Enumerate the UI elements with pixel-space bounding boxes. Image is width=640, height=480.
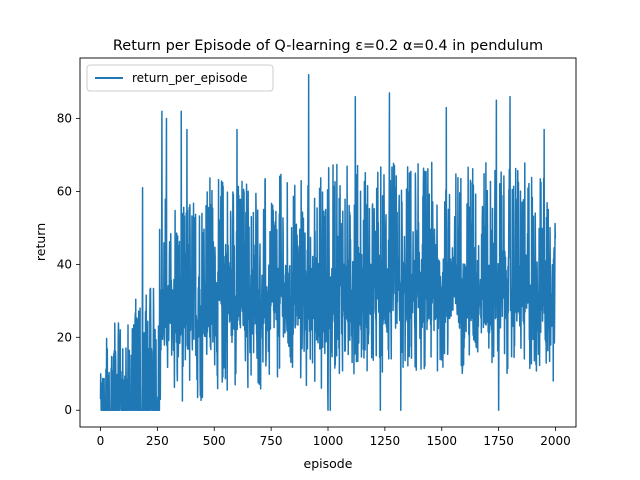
x-tick-label: 1500 bbox=[426, 434, 457, 448]
series-line-return-per-episode bbox=[99, 74, 557, 411]
y-axis: 0 20 40 60 80 bbox=[57, 112, 80, 417]
x-tick-label: 1000 bbox=[313, 434, 344, 448]
y-tick-label: 20 bbox=[57, 330, 72, 344]
y-tick-label: 80 bbox=[57, 112, 72, 126]
x-tick-label: 1250 bbox=[370, 434, 401, 448]
x-tick-label: 1750 bbox=[483, 434, 514, 448]
x-axis-label: episode bbox=[304, 456, 353, 471]
y-tick-label: 0 bbox=[64, 403, 72, 417]
legend-entry-return-per-episode: return_per_episode bbox=[132, 71, 248, 85]
chart-title: Return per Episode of Q-learning ε=0.2 α… bbox=[113, 38, 543, 54]
x-axis: 0 250 500 750 1000 1250 1500 1750 2000 bbox=[97, 427, 571, 448]
x-tick-label: 750 bbox=[260, 434, 283, 448]
x-tick-label: 250 bbox=[146, 434, 169, 448]
x-tick-label: 2000 bbox=[540, 434, 571, 448]
x-tick-label: 500 bbox=[203, 434, 226, 448]
y-axis-label: return bbox=[33, 223, 48, 261]
y-tick-label: 40 bbox=[57, 257, 72, 271]
legend: return_per_episode bbox=[86, 64, 274, 92]
series-layer bbox=[99, 74, 557, 411]
legend-box bbox=[86, 64, 274, 92]
y-tick-label: 60 bbox=[57, 184, 72, 198]
x-tick-label: 0 bbox=[97, 434, 105, 448]
